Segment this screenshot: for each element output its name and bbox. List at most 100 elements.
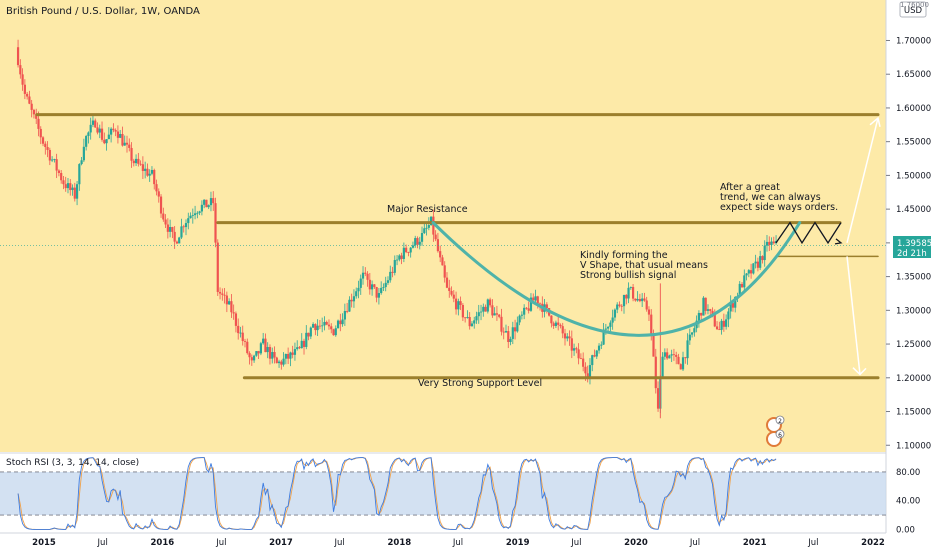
sideways-zigzag[interactable] [775, 221, 842, 245]
candle-body[interactable] [330, 326, 333, 330]
candle-body[interactable] [110, 128, 113, 135]
candle-body[interactable] [752, 263, 755, 274]
candle-body[interactable] [436, 239, 440, 252]
candle-body[interactable] [502, 331, 505, 333]
candle-body[interactable] [411, 245, 415, 248]
candle-body[interactable] [704, 297, 707, 311]
candle-body[interactable] [504, 331, 508, 333]
candle-body[interactable] [53, 159, 56, 160]
candle-body[interactable] [196, 212, 199, 214]
candle-body[interactable] [380, 287, 383, 294]
candle-body[interactable] [393, 260, 396, 273]
candle-body[interactable] [482, 306, 485, 312]
candle-body[interactable] [268, 347, 272, 359]
candle-body[interactable] [366, 273, 369, 280]
candle-body[interactable] [55, 159, 58, 171]
candle-body[interactable] [663, 352, 666, 357]
candle-body[interactable] [218, 291, 222, 294]
candle-body[interactable] [309, 327, 312, 337]
candle-body[interactable] [622, 294, 626, 307]
candle-body[interactable] [620, 305, 623, 307]
candle-body[interactable] [193, 213, 197, 216]
candle-body[interactable] [153, 169, 156, 185]
candle-body[interactable] [638, 298, 641, 302]
candle-body[interactable] [41, 137, 45, 144]
candle-body[interactable] [516, 322, 519, 332]
candle-body[interactable] [627, 287, 630, 299]
candle-body[interactable] [252, 355, 256, 361]
candle-body[interactable] [280, 361, 283, 365]
candle-body[interactable] [334, 328, 337, 336]
candle-body[interactable] [91, 120, 95, 125]
candle-body[interactable] [262, 338, 265, 344]
candle-body[interactable] [184, 223, 188, 228]
candle-body[interactable] [212, 198, 215, 204]
candle-body[interactable] [595, 350, 598, 357]
candle-body[interactable] [700, 312, 703, 316]
candle-body[interactable] [759, 256, 762, 268]
candle-body[interactable] [765, 241, 769, 246]
candle-body[interactable] [26, 93, 29, 97]
candle-body[interactable] [273, 352, 276, 358]
candle-body[interactable] [284, 353, 287, 359]
candle-body[interactable] [248, 353, 251, 358]
candle-body[interactable] [534, 296, 537, 301]
candle-body[interactable] [727, 311, 730, 320]
candle-body[interactable] [711, 310, 714, 315]
candle-body[interactable] [661, 356, 664, 378]
candle-body[interactable] [523, 307, 526, 315]
candle-body[interactable] [98, 128, 101, 133]
candle-body[interactable] [756, 261, 760, 268]
candle-body[interactable] [550, 315, 553, 324]
candle-body[interactable] [125, 142, 129, 145]
candle-body[interactable] [582, 358, 585, 367]
candle-body[interactable] [423, 228, 426, 234]
candle-body[interactable] [561, 326, 564, 334]
candle-body[interactable] [518, 315, 521, 323]
candle-body[interactable] [718, 329, 721, 331]
horizontal-levels[interactable] [35, 113, 880, 380]
candle-body[interactable] [507, 331, 510, 342]
candle-body[interactable] [234, 313, 238, 326]
candle-body[interactable] [675, 354, 678, 357]
candle-body[interactable] [323, 321, 326, 326]
candle-body[interactable] [164, 219, 167, 225]
candle-body[interactable] [677, 356, 680, 365]
candle-body[interactable] [257, 351, 260, 354]
candle-body[interactable] [100, 128, 104, 140]
candle-body[interactable] [64, 184, 67, 189]
candle-body[interactable] [631, 286, 635, 299]
candle-body[interactable] [591, 355, 594, 366]
down-arrow[interactable] [846, 256, 861, 375]
candle-body[interactable] [216, 242, 219, 292]
candle-body[interactable] [597, 345, 601, 351]
candle-body[interactable] [96, 127, 99, 133]
candle-body[interactable] [749, 270, 753, 274]
candle-body[interactable] [398, 255, 401, 260]
candle-body[interactable] [157, 191, 160, 197]
candle-body[interactable] [414, 238, 417, 246]
candle-body[interactable] [679, 364, 682, 370]
candle-body[interactable] [214, 203, 217, 243]
candle-body[interactable] [650, 314, 653, 334]
candle-body[interactable] [666, 352, 669, 359]
candle-body[interactable] [296, 347, 299, 350]
candle-body[interactable] [264, 338, 267, 353]
candle-body[interactable] [150, 169, 154, 174]
candle-body[interactable] [529, 297, 533, 311]
candle-body[interactable] [452, 294, 455, 299]
candle-body[interactable] [350, 299, 353, 302]
candle-body[interactable] [178, 237, 181, 244]
candle-body[interactable] [352, 296, 356, 302]
candle-body[interactable] [94, 120, 97, 128]
candle-body[interactable] [277, 361, 281, 364]
candle-body[interactable] [346, 310, 349, 312]
candle-body[interactable] [316, 325, 319, 331]
candle-body[interactable] [740, 283, 744, 288]
candle-body[interactable] [448, 287, 451, 291]
candle-body[interactable] [255, 351, 258, 356]
candle-body[interactable] [134, 158, 138, 164]
candle-body[interactable] [30, 103, 33, 110]
candle-body[interactable] [60, 172, 63, 181]
candle-body[interactable] [602, 329, 605, 345]
